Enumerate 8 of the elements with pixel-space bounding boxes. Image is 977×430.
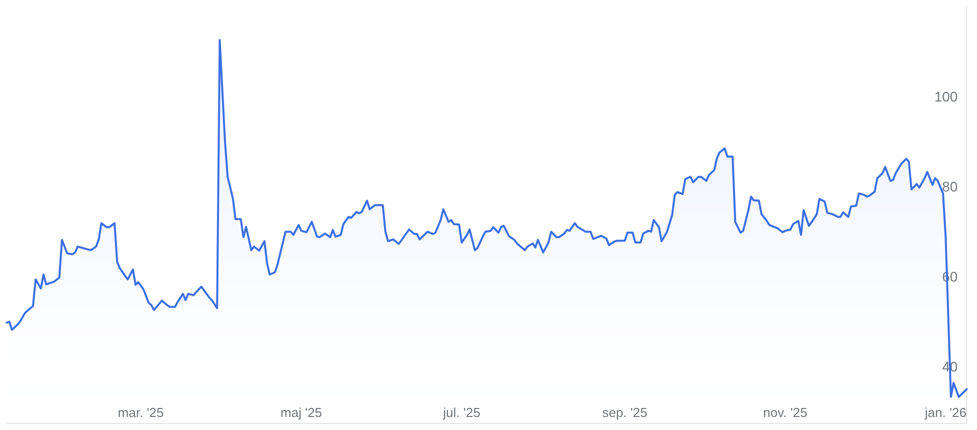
x-tick-label: sep. '25: [602, 405, 648, 420]
y-tick-label: 100: [934, 88, 958, 105]
x-tick-label: nov. '25: [763, 405, 808, 420]
y-tick-label: 80: [942, 178, 958, 195]
x-tick-label: mar. '25: [118, 405, 164, 420]
x-tick-label: jan. '26: [924, 405, 966, 420]
x-tick-label: jul. '25: [442, 405, 480, 420]
x-tick-label: maj '25: [280, 405, 322, 420]
